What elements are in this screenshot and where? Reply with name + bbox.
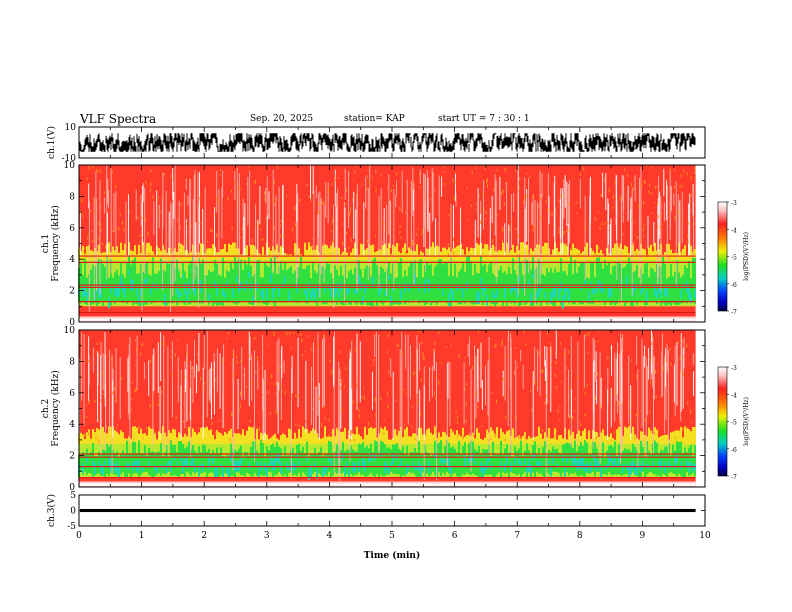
colorbar-label: log(PSD)(V²/Hz) [743,232,750,281]
y-tick-label: 10 [64,161,76,171]
x-tick-label: 10 [699,531,711,541]
y-tick-label: 2 [69,287,75,297]
y-tick-label: 2 [69,452,75,462]
colorbar-label: log(PSD)(V²/Hz) [743,397,750,446]
y-tick-label: 10 [64,326,76,336]
y-axis-label: ch.2Frequency (kHz) [41,370,61,447]
colorbar-tick-label: -7 [731,309,737,316]
x-tick-label: 4 [327,531,333,541]
x-tick-label: 9 [640,531,646,541]
x-axis-title: Time (min) [364,550,421,561]
ch2-colorbar: -3 -4 -5 -6 -7 log(PSD)(V²/Hz) [717,365,750,481]
colorbar-tick-label: -3 [731,365,737,372]
x-tick-label: 1 [139,531,145,541]
x-tick-label: 2 [201,531,207,541]
y-tick-label: 5 [70,491,76,501]
broadband-streaks [79,330,694,481]
ch1-signal-trace [79,133,696,152]
y-tick-label: 6 [69,389,75,399]
y-tick-label: 0 [69,483,75,493]
noise-speckles [78,330,693,443]
ch1-colorbar: -3 -4 -5 -6 -7 log(PSD)(V²/Hz) [717,200,750,316]
y-tick-label: -5 [67,522,76,532]
colorbar-tick-label: -4 [731,227,737,234]
ch2-spectrogram-panel: 0 2 4 6 8 10 ch.2Frequency (kHz) [41,326,706,493]
x-tick-label: 5 [389,531,395,541]
x-tick-label: 3 [264,531,270,541]
ch3-signal-trace [80,508,696,513]
broadband-streaks [88,165,694,314]
colorbar-tick-label: -5 [731,255,737,262]
start-time-label: start UT = 7 : 30 : 1 [438,114,530,124]
colorbar-tick-label: -7 [731,474,737,481]
colorbar-tick-label: -4 [731,392,737,399]
y-tick-label: 4 [69,420,75,430]
y-tick-label: 8 [69,192,75,202]
y-axis-label: ch.1(V) [46,126,57,159]
colorbar-scale [717,366,728,477]
x-tick-label: 8 [577,531,583,541]
ch1-waveform-panel: 10 -10 ch.1(V) [46,123,706,164]
ch1-spectrogram-panel: 0 2 4 6 8 10 ch.1Frequency (kHz) [41,161,706,328]
x-tick-label: 6 [452,531,458,541]
y-tick-label: 10 [65,123,77,133]
colorbar-tick-label: -6 [731,282,737,289]
y-tick-label: 0 [69,318,75,328]
date-label: Sep. 20, 2025 [250,114,314,124]
y-tick-label: -10 [62,154,77,164]
colorbar-tick-label: -6 [731,447,737,454]
colorbar-tick-label: -3 [731,200,737,207]
y-tick-label: 4 [69,255,75,265]
station-label: station= KAP [344,114,405,124]
y-tick-label: 0 [70,507,76,517]
x-tick-label: 7 [514,531,520,541]
colorbar-scale [717,201,728,312]
y-tick-label: 8 [69,357,75,367]
chart-title: VLF Spectra [80,112,157,126]
colorbar-tick-label: -5 [731,420,737,427]
y-axis-label: ch.3(V) [46,494,57,527]
impulsive-streaks [88,330,694,440]
x-tick-label: 0 [76,531,82,541]
impulsive-streaks [79,165,694,257]
y-tick-label: 6 [69,224,75,234]
y-axis-label: ch.1Frequency (kHz) [41,205,61,282]
noise-speckles [78,165,696,260]
